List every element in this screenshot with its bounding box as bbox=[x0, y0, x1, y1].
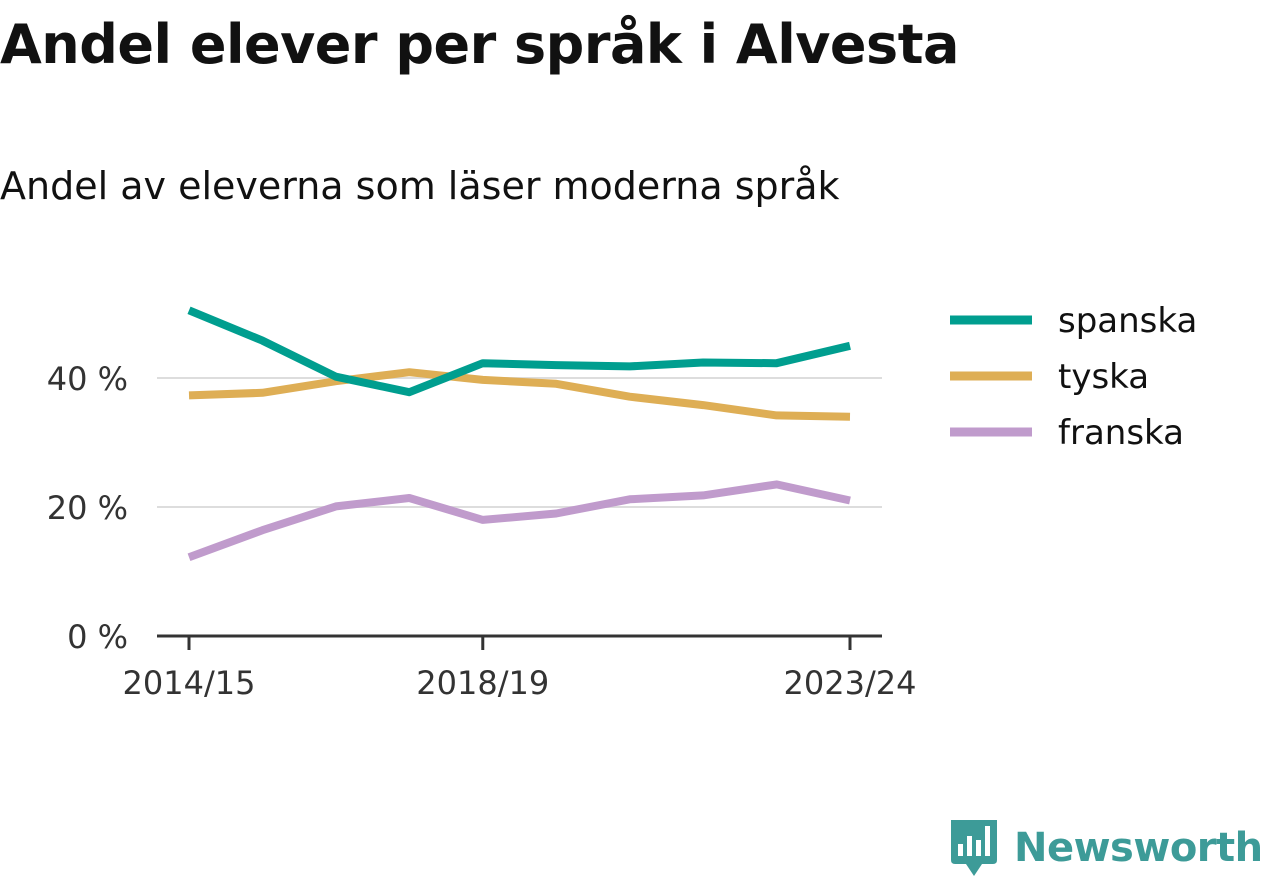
legend-label-franska: franska bbox=[1058, 413, 1184, 453]
y-tick-label: 0 % bbox=[67, 618, 128, 656]
y-tick-label: 20 % bbox=[47, 489, 128, 527]
chart-subtitle: Andel av eleverna som läser moderna språ… bbox=[0, 164, 840, 208]
newsworthy-logo: Newsworthy bbox=[948, 816, 1262, 880]
chart-title: Andel elever per språk i Alvesta bbox=[0, 13, 959, 76]
series-lines bbox=[187, 306, 851, 562]
x-tick-label: 2023/24 bbox=[784, 664, 917, 702]
newsworthy-logo-icon bbox=[951, 820, 997, 876]
legend-label-tyska: tyska bbox=[1058, 357, 1149, 397]
x-tick-label: 2014/15 bbox=[123, 664, 256, 702]
y-tick-label: 40 % bbox=[47, 360, 128, 398]
axes: 0 % 20 % 40 % 2014/15 2018/19 2023/24 bbox=[47, 360, 917, 702]
logo-text: Newsworthy bbox=[1014, 825, 1262, 871]
series-line-franska bbox=[187, 480, 851, 562]
x-tick-label: 2018/19 bbox=[416, 664, 549, 702]
legend-label-spanska: spanska bbox=[1058, 301, 1197, 341]
legend: spanska tyska franska bbox=[950, 301, 1197, 453]
series-line-spanska bbox=[187, 306, 851, 397]
series-line-tyska bbox=[188, 368, 851, 421]
